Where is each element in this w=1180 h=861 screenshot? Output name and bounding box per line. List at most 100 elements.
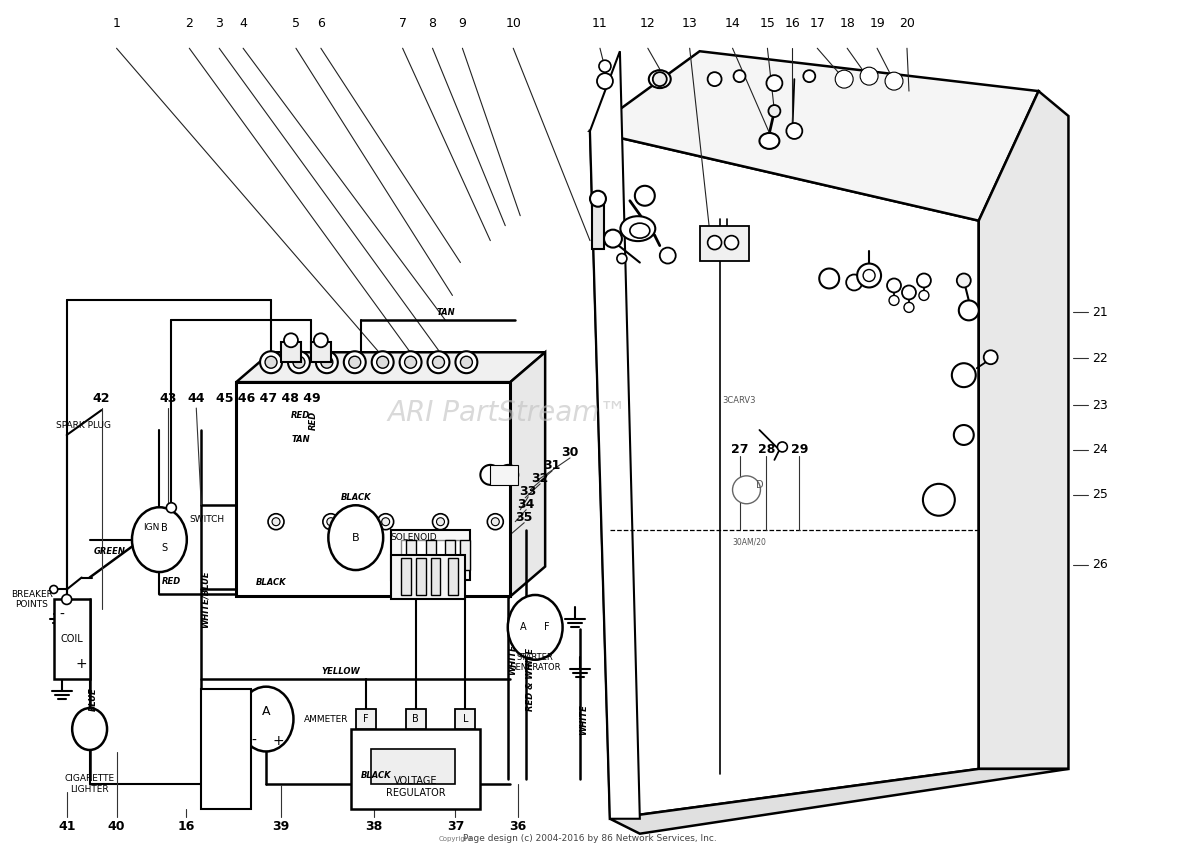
Text: 20: 20 bbox=[899, 17, 914, 30]
Text: SPARK PLUG: SPARK PLUG bbox=[57, 420, 111, 430]
Text: B: B bbox=[160, 523, 168, 533]
Circle shape bbox=[653, 72, 667, 86]
Text: 32: 32 bbox=[531, 473, 549, 486]
Circle shape bbox=[953, 425, 974, 445]
Text: 45 46 47 48 49: 45 46 47 48 49 bbox=[216, 392, 320, 405]
Text: 38: 38 bbox=[365, 821, 382, 833]
Circle shape bbox=[400, 351, 421, 373]
Circle shape bbox=[590, 191, 607, 207]
Text: 8: 8 bbox=[428, 17, 437, 30]
Circle shape bbox=[846, 275, 863, 290]
Text: BLACK: BLACK bbox=[341, 493, 371, 502]
Text: BLACK: BLACK bbox=[256, 578, 287, 587]
Text: S: S bbox=[162, 542, 168, 553]
Ellipse shape bbox=[630, 223, 650, 238]
Text: 43: 43 bbox=[159, 392, 177, 405]
Circle shape bbox=[857, 263, 881, 288]
Bar bbox=[406, 709, 426, 729]
Bar bbox=[406, 540, 415, 569]
Text: 13: 13 bbox=[682, 17, 697, 30]
Text: ARI PartStream™: ARI PartStream™ bbox=[388, 400, 628, 427]
Ellipse shape bbox=[328, 505, 384, 570]
Text: 21: 21 bbox=[1093, 306, 1108, 319]
Text: AMMETER: AMMETER bbox=[304, 715, 348, 723]
Text: B: B bbox=[412, 714, 419, 724]
Text: 28: 28 bbox=[758, 443, 775, 456]
Text: YELLOW: YELLOW bbox=[321, 666, 360, 676]
Circle shape bbox=[266, 356, 277, 369]
Circle shape bbox=[902, 286, 916, 300]
Text: 9: 9 bbox=[459, 17, 466, 30]
Ellipse shape bbox=[238, 687, 294, 752]
Text: 7: 7 bbox=[399, 17, 407, 30]
Circle shape bbox=[372, 351, 394, 373]
Circle shape bbox=[617, 254, 627, 263]
Text: 24: 24 bbox=[1093, 443, 1108, 456]
Bar bbox=[401, 540, 460, 569]
Ellipse shape bbox=[132, 507, 186, 572]
Text: -: - bbox=[59, 607, 64, 622]
Text: A: A bbox=[262, 704, 270, 717]
Circle shape bbox=[863, 269, 876, 282]
Bar bbox=[310, 343, 330, 362]
Circle shape bbox=[433, 356, 445, 369]
Circle shape bbox=[491, 517, 499, 526]
Text: A: A bbox=[520, 623, 526, 632]
Circle shape bbox=[61, 594, 72, 604]
Text: 27: 27 bbox=[730, 443, 748, 456]
Text: Copyright: Copyright bbox=[439, 836, 472, 842]
Circle shape bbox=[733, 476, 760, 504]
Text: 44: 44 bbox=[188, 392, 205, 405]
Bar bbox=[426, 540, 435, 569]
Bar bbox=[491, 465, 518, 485]
Polygon shape bbox=[978, 91, 1068, 769]
Text: VOLTAGE
REGULATOR: VOLTAGE REGULATOR bbox=[386, 776, 445, 797]
Text: 40: 40 bbox=[107, 821, 125, 833]
Circle shape bbox=[50, 585, 58, 593]
Polygon shape bbox=[236, 352, 545, 382]
Text: IGN: IGN bbox=[143, 523, 159, 532]
Circle shape bbox=[725, 236, 739, 250]
Bar bbox=[391, 554, 465, 599]
Circle shape bbox=[885, 72, 903, 90]
Text: F: F bbox=[544, 623, 550, 632]
Circle shape bbox=[480, 465, 500, 485]
Circle shape bbox=[273, 517, 280, 526]
Text: B: B bbox=[352, 533, 360, 542]
Text: 33: 33 bbox=[519, 486, 537, 499]
Polygon shape bbox=[510, 352, 545, 597]
Circle shape bbox=[327, 517, 335, 526]
Text: RED: RED bbox=[308, 411, 317, 430]
Text: 1: 1 bbox=[112, 17, 120, 30]
Text: TAN: TAN bbox=[437, 308, 454, 317]
Circle shape bbox=[316, 351, 337, 373]
Text: 41: 41 bbox=[58, 821, 76, 833]
Text: 3CARV3: 3CARV3 bbox=[723, 395, 756, 405]
Circle shape bbox=[889, 76, 899, 86]
Text: D: D bbox=[755, 480, 763, 490]
Text: 30AM/20: 30AM/20 bbox=[733, 537, 767, 546]
Text: GREEN: GREEN bbox=[93, 547, 125, 556]
Ellipse shape bbox=[649, 70, 670, 88]
Circle shape bbox=[427, 351, 450, 373]
Circle shape bbox=[660, 248, 676, 263]
Text: Page design (c) 2004-2016 by 86 Network Services, Inc.: Page design (c) 2004-2016 by 86 Network … bbox=[463, 834, 717, 843]
Text: TAN: TAN bbox=[291, 436, 310, 444]
Text: L: L bbox=[463, 714, 468, 724]
Circle shape bbox=[433, 514, 448, 530]
Circle shape bbox=[904, 302, 914, 313]
Polygon shape bbox=[590, 51, 640, 819]
Bar bbox=[700, 226, 749, 261]
Text: 10: 10 bbox=[505, 17, 522, 30]
Text: 11: 11 bbox=[592, 17, 608, 30]
Text: 12: 12 bbox=[640, 17, 656, 30]
Text: 5: 5 bbox=[291, 17, 300, 30]
Circle shape bbox=[597, 73, 612, 89]
Circle shape bbox=[957, 274, 971, 288]
Text: BLUE: BLUE bbox=[90, 687, 98, 711]
Bar bbox=[236, 382, 510, 597]
Circle shape bbox=[487, 514, 504, 530]
Circle shape bbox=[166, 503, 176, 513]
Circle shape bbox=[835, 70, 853, 88]
Bar bbox=[446, 540, 455, 569]
